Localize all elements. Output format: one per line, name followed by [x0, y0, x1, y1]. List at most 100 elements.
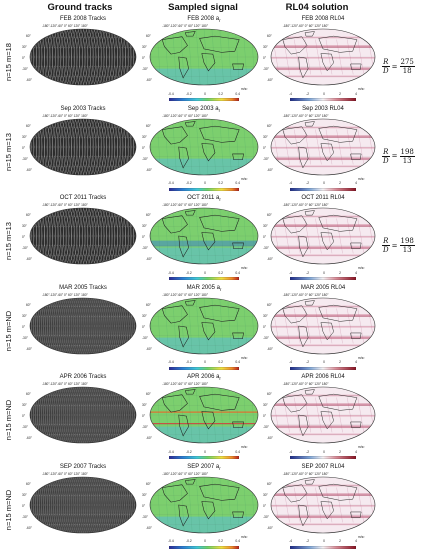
- longitude-tick-labels: -180°-120°-60° 0° 60° 120° 180°: [41, 113, 88, 118]
- longitude-tick-labels: -180°-120°-60° 0° 60° 120° 180°: [41, 382, 88, 386]
- tracks-panel-title: FEB 2008 Tracks: [29, 16, 137, 22]
- rl04-panel-title: SEP 2007 RL04: [270, 464, 376, 470]
- latitude-tick-label: 60°: [267, 123, 272, 128]
- rl04-panel-title: APR 2006 RL04: [270, 374, 376, 380]
- ratio-numerator: 275: [399, 58, 415, 67]
- latitude-tick-label: 0°: [22, 56, 26, 60]
- signal-panel: [149, 476, 259, 539]
- latitude-tick-label: -30°: [22, 514, 28, 519]
- latitude-tick-label: 60°: [146, 392, 151, 396]
- latitude-tick-label: 30°: [142, 492, 147, 497]
- latitude-tick-label: 60°: [267, 481, 272, 486]
- latitude-tick-label: 0°: [142, 145, 146, 150]
- latitude-tick-label: 30°: [22, 224, 27, 228]
- rl04-panel: [270, 297, 376, 360]
- rl04-colorbar-unit: m/s²: [358, 355, 365, 360]
- rl04-colorbar-ticks: -4 -2 0 2 4: [289, 270, 357, 275]
- latitude-tick-label: -30°: [263, 425, 269, 429]
- latitude-tick-label: 60°: [26, 213, 31, 217]
- latitude-tick-label: 30°: [142, 134, 147, 139]
- latitude-tick-label: -30°: [22, 425, 28, 429]
- rl04-colorbar-unit: m/s²: [358, 266, 365, 270]
- tracks-panel: [29, 28, 137, 91]
- rl04-map-5: [270, 386, 376, 444]
- latitude-tick-label: 30°: [263, 313, 268, 318]
- tracks-map-3: [29, 207, 137, 265]
- latitude-tick-label: 60°: [267, 34, 272, 38]
- signal-panel: [149, 118, 259, 181]
- latitude-tick-label: 30°: [263, 492, 268, 497]
- signal-title-subscript: r: [219, 465, 221, 471]
- ratio-lhs-numerator: R: [382, 237, 390, 246]
- signal-panel: [149, 207, 259, 270]
- latitude-tick-label: -60°: [146, 525, 152, 530]
- ratio-equals: =: [391, 62, 398, 71]
- tracks-panel: [29, 386, 137, 449]
- rl04-title-text: SEP 2007 RL04: [301, 463, 345, 470]
- latitude-tick-label: -60°: [267, 525, 273, 530]
- signal-map-3: [149, 207, 259, 265]
- ratio-lhs-denominator: D: [383, 246, 389, 254]
- signal-panel: [149, 297, 259, 360]
- tracks-title-text: Sep 2003 Tracks: [60, 105, 106, 112]
- tracks-panel: [29, 118, 137, 181]
- latitude-tick-label: -30°: [142, 514, 148, 519]
- longitude-tick-labels: -180°-120°-60° 0° 60° 120° 180°: [162, 382, 208, 386]
- ratio-rhs: 275 18: [399, 58, 415, 75]
- signal-title-text: Sep 2003 a: [187, 105, 219, 112]
- latitude-tick-label: -60°: [267, 167, 273, 172]
- tracks-title-text: FEB 2008 Tracks: [59, 16, 107, 22]
- tracks-panel: [29, 297, 137, 360]
- longitude-tick-labels: -180°-120°-60° 0° 60° 120° 180°: [162, 471, 208, 476]
- ratio-lhs-denominator: D: [383, 67, 389, 75]
- signal-title-subscript: r: [219, 286, 222, 292]
- latitude-tick-label: 0°: [142, 324, 146, 329]
- latitude-tick-label: 0°: [22, 145, 26, 150]
- latitude-tick-label: 0°: [263, 145, 267, 150]
- latitude-tick-label: 0°: [263, 414, 267, 418]
- latitude-tick-label: -30°: [263, 156, 269, 161]
- figure-row: n=15 m=ND SEP 2007 Tracks -180°-120°-60° 0…: [0, 462, 435, 552]
- latitude-tick-label: 60°: [146, 302, 151, 307]
- rl04-panel: [270, 207, 376, 270]
- ratio-lhs-numerator: R: [382, 147, 390, 157]
- latitude-tick-label: 0°: [22, 414, 26, 418]
- tracks-panel-title: Sep 2003 Tracks: [29, 106, 137, 112]
- tracks-panel-title: SEP 2007 Tracks: [29, 464, 137, 470]
- ratio-rhs: 198 13: [399, 148, 415, 165]
- latitude-tick-label: 30°: [142, 45, 147, 49]
- rl04-map-2: [270, 118, 376, 175]
- signal-panel: [149, 386, 259, 449]
- signal-colorbar-unit: m/s²: [241, 266, 248, 270]
- latitude-tick-label: 0°: [22, 503, 26, 508]
- latitude-tick-label: -60°: [26, 257, 32, 261]
- latitude-tick-label: -60°: [146, 78, 152, 82]
- signal-colorbar-unit: m/s²: [241, 445, 248, 449]
- row-label: n=15 m=18: [2, 30, 16, 94]
- latitude-tick-label: 60°: [26, 123, 31, 128]
- latitude-tick-label: -30°: [263, 514, 269, 519]
- longitude-tick-labels: -180°-120°-60° 0° 60° 120° 180°: [41, 292, 88, 297]
- tracks-title-text: APR 2006 Tracks: [59, 374, 107, 380]
- longitude-tick-labels: -180°-120°-60° 0° 60° 120° 180°: [282, 113, 329, 118]
- rl04-title-text: OCT 2011 RL04: [301, 195, 345, 201]
- signal-colorbar-unit: m/s²: [241, 87, 248, 91]
- row-label-text: n=15 m=ND: [4, 399, 13, 441]
- latitude-tick-label: -30°: [22, 335, 28, 340]
- row-label-text: n=15 m=ND: [4, 489, 13, 530]
- rl04-panel-title: MAR 2005 RL04: [270, 285, 376, 291]
- row-label: n=15 m=ND: [2, 388, 16, 452]
- rl04-panel: [270, 118, 376, 181]
- latitude-tick-label: 30°: [263, 403, 268, 407]
- tracks-panel: [29, 476, 137, 539]
- longitude-tick-labels: -180°-120°-60° 0° 60° 120° 180°: [282, 24, 329, 28]
- rl04-map-3: [270, 207, 376, 265]
- column-header-ground-tracks: Ground tracks: [47, 2, 113, 13]
- latitude-tick-label: 30°: [263, 134, 268, 139]
- longitude-tick-labels: -180°-120°-60° 0° 60° 120° 180°: [162, 203, 208, 207]
- latitude-tick-label: 60°: [146, 481, 151, 486]
- latitude-tick-label: -60°: [146, 167, 152, 172]
- latitude-tick-label: 30°: [142, 403, 147, 407]
- latitude-tick-label: 60°: [267, 392, 272, 396]
